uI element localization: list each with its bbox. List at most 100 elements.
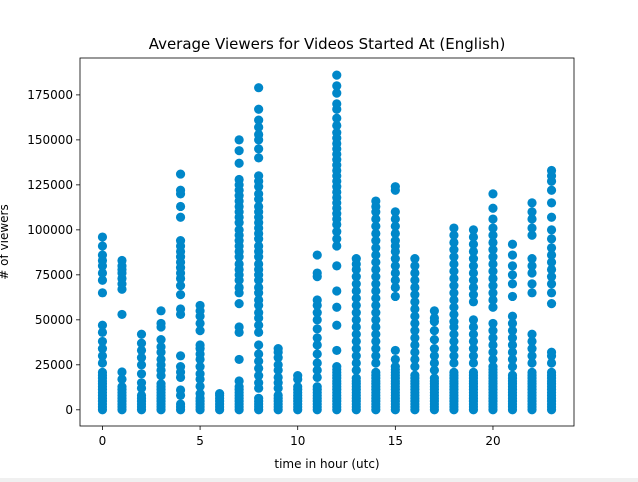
data-point: [312, 324, 322, 334]
data-point: [410, 304, 420, 314]
y-tick-label: 100000: [27, 223, 73, 237]
data-point: [527, 329, 537, 339]
x-tick-label: 0: [99, 434, 107, 448]
data-point: [507, 270, 518, 280]
plot-frame: [79, 57, 575, 427]
data-point: [371, 264, 381, 275]
data-point: [254, 393, 264, 403]
data-point: [527, 367, 537, 377]
data-point: [312, 365, 322, 375]
data-point: [273, 390, 283, 401]
data-point: [468, 290, 479, 300]
data-point: [332, 234, 342, 244]
data-point: [429, 335, 439, 345]
data-point: [468, 358, 479, 368]
data-point: [351, 300, 361, 311]
data-point: [429, 313, 439, 323]
data-point: [429, 344, 439, 354]
data-point: [175, 351, 186, 361]
data-point: [175, 185, 186, 195]
data-point: [390, 207, 400, 217]
data-points: [97, 70, 557, 415]
data-point: [136, 353, 147, 363]
data-point: [527, 336, 537, 347]
data-point: [136, 329, 147, 339]
data-point: [371, 358, 381, 368]
data-point: [527, 214, 537, 224]
data-point: [390, 282, 400, 293]
data-point: [175, 304, 186, 314]
data-point: [488, 302, 498, 312]
data-point: [332, 261, 342, 271]
data-point: [546, 185, 557, 195]
data-point: [390, 261, 400, 271]
data-point: [195, 340, 205, 350]
data-point: [410, 254, 420, 264]
data-point: [410, 275, 420, 285]
y-axis: 0 25000 50000 75000 100000 125000 150000 175000: [27, 88, 80, 417]
data-point: [332, 128, 342, 138]
data-point: [527, 351, 537, 361]
data-point: [351, 322, 361, 332]
data-point: [468, 275, 479, 285]
data-point: [351, 315, 361, 325]
data-point: [468, 351, 479, 361]
data-point: [488, 203, 498, 213]
data-point: [449, 223, 459, 233]
data-point: [390, 291, 400, 302]
data-point: [546, 347, 557, 357]
data-point: [351, 308, 361, 318]
data-point: [332, 227, 342, 237]
data-point: [410, 282, 420, 293]
data-point: [254, 308, 264, 318]
data-point: [449, 259, 459, 269]
data-point: [507, 261, 518, 271]
data-point: [97, 250, 108, 260]
data-point: [468, 282, 479, 293]
data-point: [507, 354, 518, 365]
data-point: [371, 367, 381, 377]
data-point: [234, 376, 244, 386]
data-point: [136, 369, 147, 379]
data-point: [371, 243, 381, 253]
data-point: [175, 169, 186, 179]
y-tick-label: 50000: [35, 313, 73, 327]
data-point: [371, 196, 381, 206]
data-point: [527, 288, 537, 298]
data-point: [351, 293, 361, 303]
data-point: [254, 83, 264, 93]
data-point: [488, 266, 498, 276]
data-point: [390, 182, 400, 192]
x-axis: 0 5 10 15 20: [99, 426, 501, 448]
data-point: [332, 241, 342, 251]
data-point: [468, 329, 479, 339]
data-point: [332, 81, 342, 91]
x-tick-label: 5: [196, 434, 204, 448]
data-point: [195, 369, 205, 379]
data-point: [488, 362, 498, 372]
data-point: [410, 370, 420, 380]
data-point: [371, 308, 381, 318]
data-point: [97, 232, 108, 242]
data-point: [351, 329, 361, 339]
data-point: [410, 268, 420, 278]
data-point: [410, 318, 420, 329]
data-point: [234, 259, 244, 269]
data-point: [449, 358, 459, 368]
data-point: [234, 146, 244, 156]
data-point: [507, 326, 518, 336]
data-point: [254, 201, 264, 212]
data-point: [488, 245, 498, 255]
data-point: [488, 295, 498, 305]
data-point: [332, 70, 342, 80]
data-point: [390, 236, 400, 246]
data-point: [390, 354, 400, 365]
data-point: [429, 358, 439, 368]
data-point: [527, 223, 537, 233]
data-point: [468, 344, 479, 354]
data-point: [175, 399, 186, 409]
data-point: [507, 291, 518, 302]
data-point: [254, 340, 264, 350]
data-point: [254, 144, 264, 154]
